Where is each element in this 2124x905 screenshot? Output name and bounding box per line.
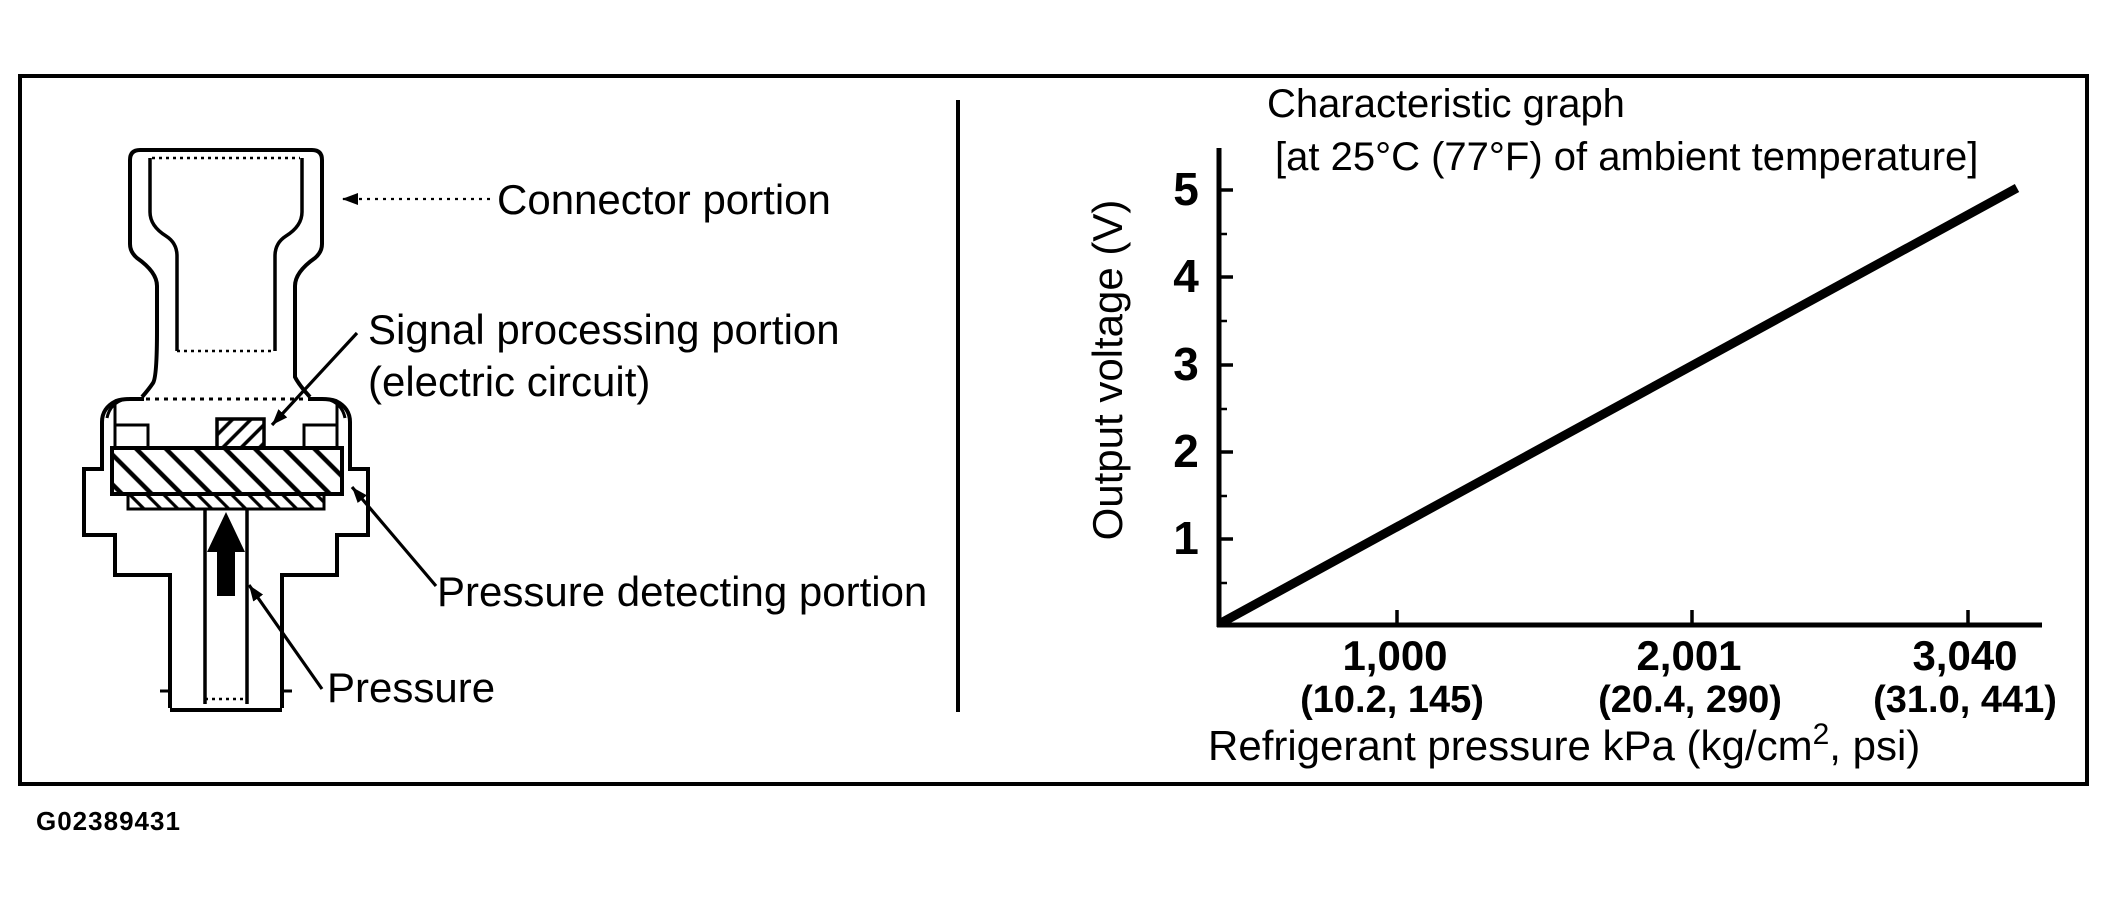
x-axis-label-sup: 2: [1813, 718, 1830, 751]
x-axis-label: Refrigerant pressure kPa (kg/cm2, psi): [1208, 718, 1920, 769]
crimp-ear-left: [105, 397, 126, 419]
figure-code: G02389431: [36, 806, 181, 836]
signal-processing-chip: [215, 417, 266, 450]
x-tick-alt-2: (20.4, 290): [1598, 679, 1782, 721]
signal-callout-line: [270, 331, 359, 427]
connector-outline: [128, 148, 324, 399]
x-tick-1000: 1,000: [1342, 632, 1447, 679]
characteristic-graph: Characteristic graph [at 25°C (77°F) of …: [1084, 82, 2057, 769]
body-outline-right: [280, 397, 370, 708]
x-axis-label-post: , psi): [1829, 722, 1920, 769]
body-outline-left: [82, 397, 172, 708]
x-tick-3040: 3,040: [1912, 632, 2017, 679]
x-tick-alt-1: (10.2, 145): [1300, 679, 1484, 721]
signal-label-line1: Signal processing portion: [368, 306, 840, 353]
pressure-callout-line: [247, 584, 324, 690]
pressure-detecting-strip: [126, 492, 326, 511]
y-tick-3: 3: [1173, 338, 1199, 390]
x-major-ticks: [1395, 610, 1970, 625]
y-tick-2: 2: [1173, 425, 1199, 477]
x-axis-label-pre: Refrigerant pressure kPa (kg/cm: [1208, 722, 1813, 769]
inlet-channel-walls: [203, 510, 249, 704]
pressure-label: Pressure: [327, 664, 495, 711]
crimp-ear-right: [326, 397, 347, 419]
connector-inner-cavity: [148, 158, 304, 351]
connector-label: Connector portion: [497, 176, 831, 223]
sensor-cross-section: Connector portion Signal processing port…: [82, 148, 927, 712]
y-axis-label: Output voltage (V): [1084, 200, 1131, 541]
cap-step-shoulders: [115, 423, 337, 446]
pressure-flow-arrow-icon: [207, 512, 245, 596]
x-tick-2001: 2,001: [1636, 632, 1741, 679]
y-tick-5: 5: [1173, 163, 1199, 215]
detecting-callout-line: [350, 485, 438, 588]
y-tick-1: 1: [1173, 512, 1199, 564]
y-minor-ticks: [1219, 232, 1227, 585]
x-tick-alt-3: (31.0, 441): [1873, 679, 2057, 721]
figure-frame: [18, 74, 2089, 786]
pressure-detecting-band: [110, 446, 344, 496]
signal-label-line2: (electric circuit): [368, 358, 650, 405]
detecting-label: Pressure detecting portion: [437, 568, 927, 615]
y-major-ticks: [1219, 188, 1233, 541]
output-voltage-line: [1218, 184, 2020, 627]
y-tick-4: 4: [1173, 250, 1199, 302]
graph-title-line1: Characteristic graph: [1267, 82, 1625, 126]
graph-title-line2: [at 25°C (77°F) of ambient temperature]: [1275, 135, 1978, 179]
